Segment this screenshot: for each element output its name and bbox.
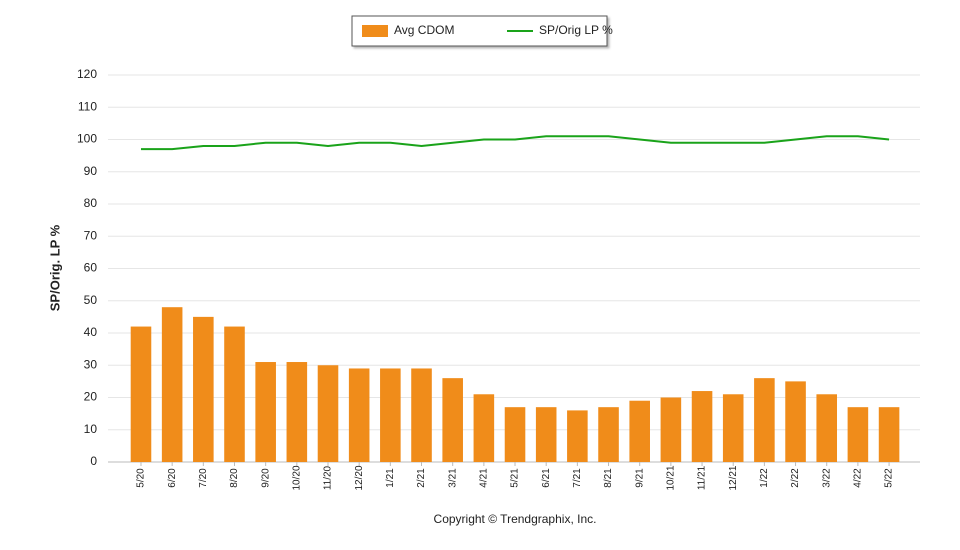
y-tick-label: 110 bbox=[78, 99, 97, 113]
bar bbox=[442, 378, 463, 462]
y-tick-label: 120 bbox=[77, 67, 97, 81]
x-tick-label: 8/20 bbox=[229, 468, 240, 488]
x-tick-label: 11/20 bbox=[323, 465, 334, 490]
bar bbox=[224, 326, 245, 462]
x-tick-label: 5/22 bbox=[884, 468, 895, 488]
x-tick-label: 9/21 bbox=[634, 468, 645, 488]
x-tick-label: 4/22 bbox=[853, 468, 864, 488]
x-tick-label: 7/20 bbox=[198, 468, 209, 488]
x-tick-label: 10/21 bbox=[666, 465, 677, 490]
y-tick-label: 0 bbox=[90, 454, 97, 468]
legend-swatch bbox=[362, 25, 388, 37]
footer: Copyright © Trendgraphix, Inc. bbox=[434, 512, 597, 526]
bar bbox=[130, 326, 152, 462]
y-tick-label: 10 bbox=[84, 422, 98, 436]
bar bbox=[473, 394, 495, 462]
y-tick-label: 20 bbox=[84, 390, 98, 404]
bar bbox=[161, 307, 183, 462]
x-tick-label: 5/21 bbox=[510, 468, 521, 488]
x-tick-label: 11/21 bbox=[697, 465, 708, 490]
bar bbox=[754, 378, 775, 462]
x-tick-label: 7/21 bbox=[572, 468, 583, 488]
bar bbox=[255, 362, 276, 462]
bar bbox=[878, 407, 900, 462]
y-tick-label: 100 bbox=[77, 132, 97, 146]
y-tick-label: 90 bbox=[84, 164, 98, 178]
x-tick-label: 5/20 bbox=[136, 468, 147, 488]
x-tick-label: 3/22 bbox=[821, 468, 832, 488]
bar bbox=[317, 365, 339, 462]
x-tick-label: 2/22 bbox=[790, 468, 801, 488]
x-tick-label: 6/21 bbox=[541, 468, 552, 488]
bar bbox=[411, 368, 432, 462]
y-tick-label: 40 bbox=[84, 325, 98, 339]
bar bbox=[847, 407, 869, 462]
bar bbox=[348, 368, 370, 462]
bar bbox=[629, 400, 650, 462]
y-tick-label: 60 bbox=[84, 261, 98, 275]
bar bbox=[380, 368, 401, 462]
bar bbox=[816, 394, 838, 462]
x-tick-label: 10/20 bbox=[291, 465, 302, 490]
bar bbox=[286, 362, 308, 462]
legend-box bbox=[351, 15, 608, 47]
bar bbox=[535, 407, 557, 462]
bar bbox=[567, 410, 588, 462]
x-tick-label: 6/20 bbox=[167, 468, 178, 488]
x-tick-label: 4/21 bbox=[478, 468, 489, 488]
x-tick-label: 3/21 bbox=[447, 468, 458, 488]
y-tick-label: 80 bbox=[84, 196, 98, 210]
x-tick-label: 9/20 bbox=[260, 468, 271, 488]
y-tick-label: 70 bbox=[84, 228, 98, 242]
bar bbox=[691, 391, 713, 462]
bar bbox=[722, 394, 744, 462]
x-tick-label: 1/21 bbox=[385, 468, 396, 488]
bar bbox=[598, 407, 619, 462]
y-tick-label: 30 bbox=[84, 357, 98, 371]
legend-label: Avg CDOM bbox=[394, 23, 454, 37]
bar bbox=[193, 316, 214, 462]
x-tick-label: 12/20 bbox=[354, 465, 365, 490]
legend: Avg CDOM SP/Orig LP % bbox=[362, 23, 613, 37]
bar bbox=[785, 381, 806, 462]
y-tick-label: 50 bbox=[84, 293, 98, 307]
x-tick-label: 12/21 bbox=[728, 465, 739, 490]
bar bbox=[504, 407, 526, 462]
line bbox=[140, 135, 890, 151]
x-tick-label: 8/21 bbox=[603, 468, 614, 488]
x-tick-label: 2/21 bbox=[416, 468, 427, 488]
bar bbox=[660, 397, 682, 462]
y-axis-label: SP/Orig. LP % bbox=[47, 224, 62, 311]
x-tick-label: 1/22 bbox=[759, 468, 770, 488]
legend-label: SP/Orig LP % bbox=[539, 23, 613, 37]
